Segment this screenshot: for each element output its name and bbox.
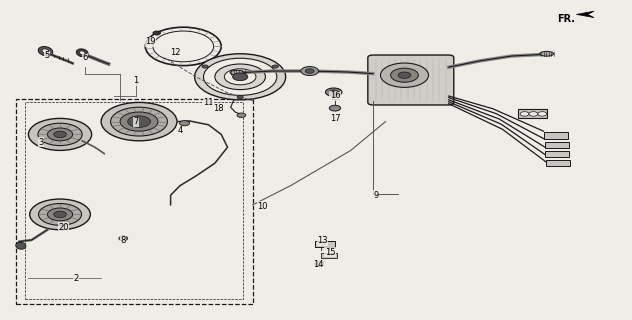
Circle shape	[145, 27, 221, 66]
Circle shape	[315, 262, 324, 266]
Circle shape	[204, 58, 277, 95]
Circle shape	[202, 65, 209, 68]
Circle shape	[237, 96, 243, 99]
Circle shape	[153, 31, 161, 35]
Circle shape	[179, 121, 190, 126]
Ellipse shape	[230, 70, 244, 75]
Circle shape	[120, 112, 158, 131]
Text: 18: 18	[213, 104, 223, 113]
Ellipse shape	[38, 46, 53, 56]
Text: 1: 1	[133, 76, 138, 85]
Text: 2: 2	[73, 274, 78, 283]
Circle shape	[111, 107, 167, 136]
Circle shape	[119, 236, 128, 241]
Bar	[545, 142, 569, 148]
Text: 8: 8	[121, 236, 126, 245]
Circle shape	[538, 112, 547, 116]
Circle shape	[215, 64, 265, 90]
Circle shape	[329, 90, 338, 94]
Text: 4: 4	[178, 126, 183, 135]
Text: 14: 14	[313, 260, 323, 269]
Bar	[544, 132, 568, 139]
Circle shape	[153, 31, 214, 62]
Circle shape	[301, 67, 319, 76]
Circle shape	[398, 72, 411, 78]
Circle shape	[233, 73, 248, 81]
Circle shape	[101, 102, 177, 141]
Text: 20: 20	[58, 223, 68, 232]
Ellipse shape	[76, 49, 88, 57]
Bar	[16, 99, 253, 304]
Bar	[321, 253, 337, 258]
Bar	[25, 102, 243, 299]
Circle shape	[128, 116, 150, 127]
Circle shape	[30, 199, 90, 230]
Text: 5: 5	[45, 52, 50, 60]
Text: 15: 15	[325, 248, 335, 257]
Circle shape	[224, 69, 256, 85]
Circle shape	[28, 118, 92, 150]
Bar	[315, 241, 335, 247]
Text: 12: 12	[171, 48, 181, 57]
Bar	[518, 109, 547, 118]
Circle shape	[520, 112, 529, 116]
Text: 7: 7	[133, 117, 138, 126]
Circle shape	[54, 211, 66, 218]
Circle shape	[325, 88, 342, 96]
Circle shape	[529, 112, 538, 116]
Circle shape	[38, 123, 82, 146]
Text: 11: 11	[204, 98, 214, 107]
FancyBboxPatch shape	[368, 55, 454, 105]
Circle shape	[237, 113, 246, 117]
Text: 10: 10	[257, 202, 267, 211]
Polygon shape	[576, 11, 594, 18]
Text: FR.: FR.	[557, 14, 575, 24]
Circle shape	[195, 54, 286, 100]
Circle shape	[47, 208, 73, 221]
Text: 6: 6	[83, 53, 88, 62]
Ellipse shape	[80, 51, 85, 55]
Circle shape	[47, 128, 73, 141]
Text: 3: 3	[39, 138, 44, 147]
Text: 16: 16	[330, 92, 340, 100]
Circle shape	[54, 131, 66, 138]
Text: 19: 19	[145, 37, 155, 46]
Text: 9: 9	[374, 191, 379, 200]
Text: 17: 17	[330, 114, 340, 123]
Ellipse shape	[540, 51, 554, 56]
Circle shape	[329, 105, 341, 111]
Bar	[545, 151, 569, 157]
Bar	[546, 160, 570, 166]
Ellipse shape	[16, 242, 26, 249]
Circle shape	[39, 204, 82, 225]
Circle shape	[391, 68, 418, 82]
Circle shape	[272, 65, 278, 68]
Text: 13: 13	[317, 236, 327, 245]
Circle shape	[305, 69, 314, 73]
Ellipse shape	[42, 49, 49, 53]
Circle shape	[380, 63, 428, 87]
